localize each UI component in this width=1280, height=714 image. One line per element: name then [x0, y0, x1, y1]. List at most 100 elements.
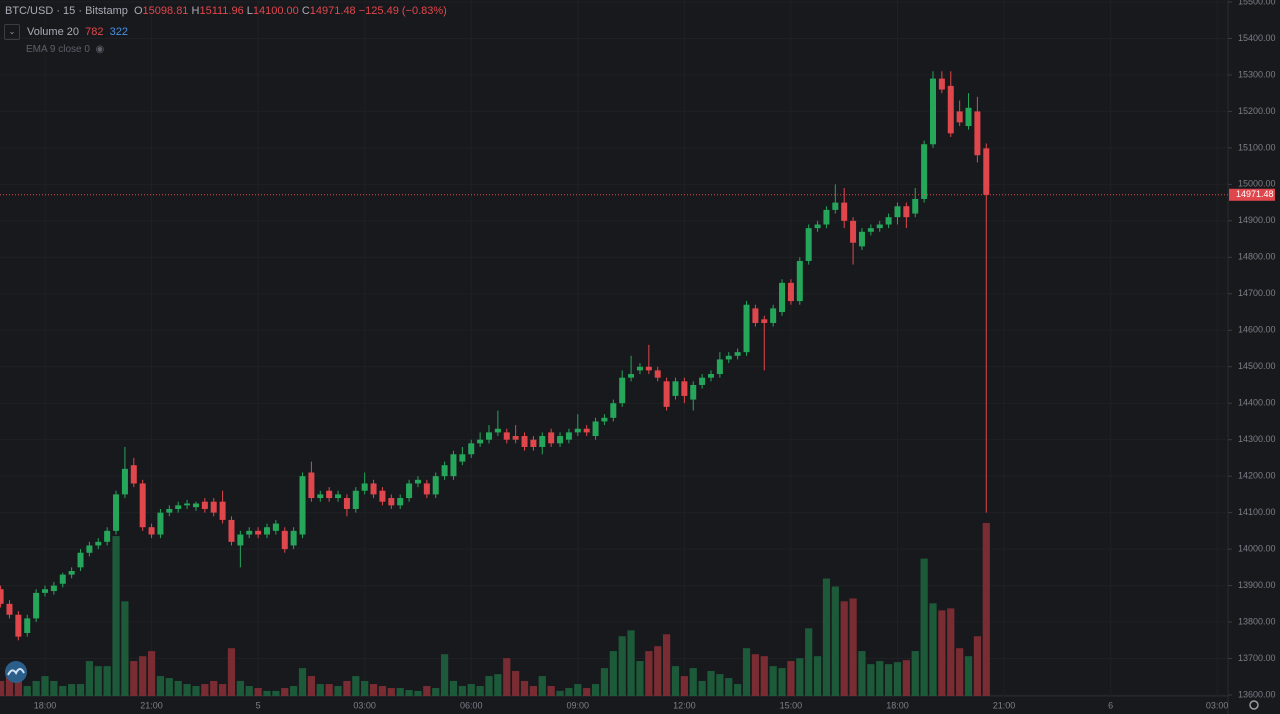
volume-bar	[680, 676, 688, 696]
volume-bar	[369, 684, 378, 696]
volume-bar	[618, 636, 626, 696]
volume-bar	[885, 664, 893, 696]
candle-body	[423, 483, 430, 495]
volume-bar	[458, 686, 466, 696]
volume-bar	[59, 686, 67, 696]
x-tick-label: 18:00	[886, 700, 909, 710]
candle-body	[95, 541, 102, 546]
volume-bar	[263, 690, 271, 696]
y-tick-label: 13700.00	[1238, 653, 1276, 663]
volume-bar	[663, 634, 671, 696]
candle-body	[388, 498, 395, 506]
volume-bar	[112, 536, 120, 696]
candle-body	[548, 432, 555, 444]
volume-ma: 322	[109, 26, 128, 38]
candle-body	[228, 519, 235, 542]
candle-body	[148, 527, 155, 535]
volume-bar	[281, 688, 289, 696]
volume-bar	[32, 680, 40, 696]
candle-body	[699, 377, 706, 385]
y-tick-label: 14200.00	[1238, 471, 1276, 481]
y-tick-label: 13600.00	[1238, 689, 1276, 699]
volume-bar	[41, 676, 49, 696]
volume-bar	[778, 668, 786, 696]
candle-body	[397, 498, 404, 506]
volume-bar	[565, 688, 573, 696]
volume-bar	[654, 646, 662, 696]
candle-body	[636, 366, 643, 371]
settings-icon[interactable]	[1249, 700, 1259, 710]
candle-body	[24, 618, 31, 633]
candle-body	[832, 202, 839, 210]
last-price-box	[1229, 188, 1275, 201]
candle-body	[210, 501, 217, 513]
candle-body	[33, 592, 40, 619]
candle-body	[50, 585, 57, 592]
candle-body	[86, 545, 93, 553]
volume-bar	[183, 684, 191, 696]
candle-body	[201, 501, 208, 509]
candle-body	[113, 494, 120, 531]
grid	[0, 0, 1228, 696]
volume-bar	[192, 686, 200, 696]
candle-body	[281, 530, 288, 550]
y-tick-label: 15100.00	[1238, 142, 1276, 152]
volume-bar	[769, 666, 777, 696]
volume-bar	[929, 603, 937, 696]
y-tick-label: 15400.00	[1238, 33, 1276, 43]
volume-bar	[600, 668, 609, 696]
change: −125.49 (−0.83%)	[358, 5, 447, 17]
volume-bar	[147, 651, 156, 696]
candle-body	[779, 282, 786, 313]
candle-body	[787, 282, 794, 302]
volume-bar	[254, 688, 262, 696]
candle-body	[716, 359, 723, 375]
high-label: H	[191, 5, 200, 17]
volume-bar	[520, 680, 529, 696]
volume-bar	[671, 666, 680, 696]
volume-bar	[68, 684, 76, 696]
volume-bar	[0, 680, 5, 696]
candle-body	[379, 490, 386, 502]
x-tick-label: 03:00	[353, 700, 376, 710]
candle-body	[139, 483, 146, 528]
candle-body	[15, 614, 22, 637]
volume-study: Volume 20	[27, 26, 79, 38]
volume-bar	[441, 654, 449, 696]
x-tick-label: 21:00	[993, 700, 1016, 710]
candle-body	[414, 479, 421, 484]
candle-body	[770, 308, 777, 323]
volume-bar	[574, 684, 582, 696]
volume-bar	[423, 686, 431, 696]
volume-bar	[867, 664, 875, 696]
collapse-button[interactable]: ⌄	[4, 24, 20, 40]
eye-icon[interactable]: ◉	[95, 44, 105, 55]
volume-bar	[23, 686, 31, 696]
candle-body	[823, 209, 830, 225]
y-tick-label: 15300.00	[1238, 69, 1276, 79]
candle-body	[876, 224, 883, 229]
volume-bar	[219, 684, 227, 696]
volume-bar	[805, 628, 813, 696]
open-value: 15098.81	[142, 5, 189, 17]
volume-bar	[982, 523, 990, 696]
x-tick-label: 21:00	[140, 700, 163, 710]
volume-bar	[94, 666, 102, 696]
candle-body	[734, 352, 741, 356]
volume-bar	[5, 671, 14, 696]
candle-body	[539, 436, 546, 447]
volume-bar	[751, 654, 759, 696]
candle-body	[290, 530, 297, 546]
candle-body	[42, 589, 48, 593]
candle-body	[530, 439, 537, 447]
candle-body	[690, 384, 697, 400]
volume-bar	[245, 686, 253, 696]
candle-body	[601, 417, 608, 422]
candle-body	[308, 472, 315, 499]
x-tick-label: 12:00	[673, 700, 696, 710]
close-label: C	[301, 5, 310, 17]
candle-body	[175, 505, 182, 509]
candle-body	[894, 206, 901, 218]
